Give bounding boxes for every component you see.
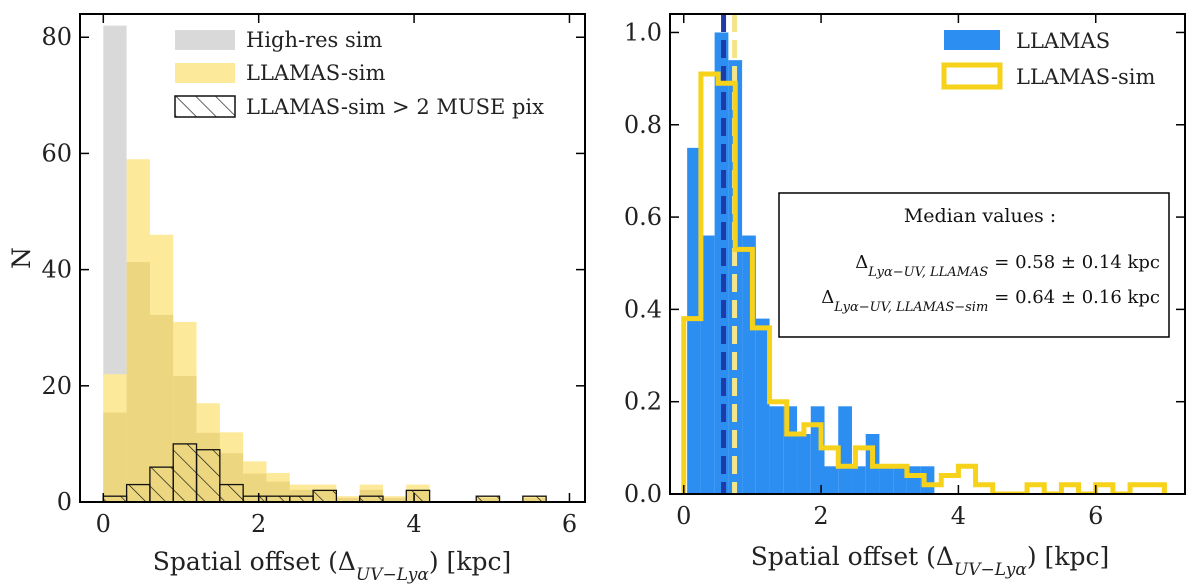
annotation-row-llamas-sub: Lyα−UV, LLAMAS xyxy=(867,265,988,280)
right-xlabel: Spatial offset (ΔUV−Lyα) [kpc] xyxy=(751,542,1109,580)
left-xtick-label: 4 xyxy=(406,510,421,538)
right-ytick-label: 1.0 xyxy=(624,18,662,46)
bar-hatched xyxy=(172,443,198,502)
annotation-row-llamas-sim-delta: Δ xyxy=(821,287,834,308)
bar-llamas-sim-overlap xyxy=(126,262,150,502)
left-ytick-label: 20 xyxy=(41,372,72,400)
annotation-title: Median values : xyxy=(904,205,1056,227)
bar-llamas xyxy=(700,235,715,494)
bar-llamas xyxy=(824,466,839,494)
legend-swatch-highres xyxy=(175,30,235,50)
right-xlabel-main: Spatial offset (Δ xyxy=(751,542,954,571)
right-xtick-label: 0 xyxy=(676,502,691,530)
left-axes-frame xyxy=(79,13,586,503)
bar-hatched xyxy=(195,449,221,502)
legend-swatch-llamas xyxy=(944,30,1000,50)
bar-hatched xyxy=(522,495,547,502)
bar-llamas xyxy=(838,406,852,494)
bar-llamas xyxy=(769,406,784,494)
right-axis-ticks: 0 2 4 6 0.0 0.2 0.4 0.6 0.8 1.0 xyxy=(624,14,1185,530)
bar-hatched xyxy=(149,466,174,502)
left-xlabel-sub: UV−Lyα xyxy=(356,565,429,584)
right-axes-frame xyxy=(669,13,1186,495)
right-ytick-label: 0.8 xyxy=(624,111,662,139)
bar-hatched xyxy=(359,495,384,502)
right-legend: LLAMAS LLAMAS-sim xyxy=(941,29,1155,90)
left-histogram-bars xyxy=(102,25,547,502)
bar-llamas xyxy=(851,466,866,494)
bar-llamas xyxy=(797,434,811,494)
step-llamas-sim xyxy=(681,71,1167,494)
bar-llamas-sim-overlap xyxy=(149,314,174,502)
annotation-row-llamas: ΔLyα−UV, LLAMAS = 0.58 ± 0.14 kpc xyxy=(855,252,1160,280)
right-xlabel-unit: ) [kpc] xyxy=(1027,542,1109,571)
annotation-row-llamas-sim: ΔLyα−UV, LLAMAS−sim = 0.64 ± 0.16 kpc xyxy=(821,287,1160,315)
legend-label-llamas: LLAMAS xyxy=(1016,29,1110,53)
legend-swatch-llamas-sim xyxy=(175,63,235,83)
left-ytick-label: 60 xyxy=(41,139,72,167)
right-ytick-label: 0.6 xyxy=(624,203,662,231)
bar-llamas xyxy=(893,466,907,494)
left-xlabel-unit: ) [kpc] xyxy=(429,547,511,576)
left-ytick-label: 80 xyxy=(41,23,72,51)
bar-hatched xyxy=(125,483,151,502)
left-ytick-label: 0 xyxy=(57,488,72,516)
legend-label-hatched: LLAMAS-sim > 2 MUSE pix xyxy=(246,95,544,119)
bar-llamas xyxy=(755,318,770,494)
bar-llamas-sim-overlap xyxy=(103,412,127,502)
right-xtick-label: 4 xyxy=(951,502,966,530)
right-xtick-label: 2 xyxy=(813,502,828,530)
annotation-frame xyxy=(778,192,1170,338)
left-xtick-label: 0 xyxy=(96,510,111,538)
right-xlabel-sub: UV−Lyα xyxy=(954,560,1027,580)
bar-hatched xyxy=(312,489,338,502)
left-xlabel-main: Spatial offset (Δ xyxy=(153,547,356,576)
bar-llamas xyxy=(879,466,894,494)
bar-llamas-sim-overlap xyxy=(383,497,407,502)
right-xtick-label: 6 xyxy=(1088,502,1103,530)
legend-label-highres: High-res sim xyxy=(246,28,383,52)
left-legend: High-res sim LLAMAS-sim LLAMAS-sim > 2 M… xyxy=(174,28,544,119)
annotation-row-llamas-value: = 0.58 ± 0.14 kpc xyxy=(994,252,1160,273)
annotation-row-llamas-sim-sub: Lyα−UV, LLAMAS−sim xyxy=(833,300,988,315)
left-ylabel: N xyxy=(7,247,36,269)
right-ytick-label: 0.4 xyxy=(624,295,662,323)
legend-label-llamas-sim: LLAMAS-sim xyxy=(246,61,385,85)
right-panel: 0 2 4 6 0.0 0.2 0.4 0.6 0.8 1.0 Spatial offset (Δ… xyxy=(624,13,1186,580)
left-xtick-label: 6 xyxy=(562,510,577,538)
right-ytick-label: 0.0 xyxy=(624,480,662,508)
legend-swatch-hatched xyxy=(174,95,236,118)
bar-hatched xyxy=(405,489,431,502)
left-xlabel: Spatial offset (ΔUV−Lyα) [kpc] xyxy=(153,547,511,584)
left-xtick-label: 2 xyxy=(251,510,266,538)
annotation-row-llamas-sim-value: = 0.64 ± 0.16 kpc xyxy=(994,287,1160,308)
left-ytick-label: 40 xyxy=(41,256,72,284)
legend-label-llamas-sim-step: LLAMAS-sim xyxy=(1016,65,1155,89)
annotation-row-llamas-delta: Δ xyxy=(855,252,868,273)
legend-swatch-llamas-sim-step xyxy=(941,62,1003,90)
bar-hatched xyxy=(219,483,244,502)
bar-hatched xyxy=(475,495,501,502)
right-histogram-bars xyxy=(681,14,1167,494)
bar-llamas-sim-overlap xyxy=(243,473,267,502)
bar-llamas-sim-overlap xyxy=(336,497,360,502)
median-annotation-box: Median values : ΔLyα−UV, LLAMAS = 0.58 ± … xyxy=(778,192,1170,338)
right-ytick-label: 0.2 xyxy=(624,388,662,416)
